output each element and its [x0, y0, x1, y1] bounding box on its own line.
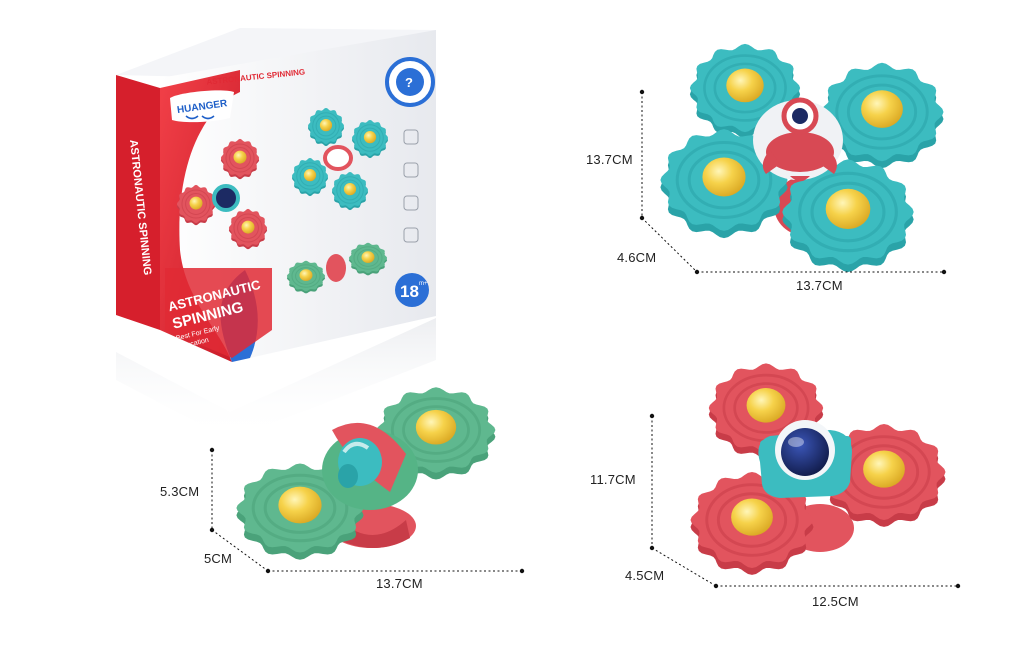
mint-width-label: 13.7CM	[376, 576, 423, 591]
svg-text:18: 18	[400, 282, 419, 301]
age-badge: 18 m+	[395, 273, 429, 307]
box-skill-icons	[403, 129, 419, 243]
mint-height-label: 5.3CM	[160, 484, 200, 499]
yellow-ball	[241, 220, 255, 234]
yellow-ball	[361, 251, 375, 263]
astronaut-hub-front	[758, 420, 852, 498]
brand-logo: HUANGER	[170, 90, 234, 123]
rocket-hub	[753, 97, 843, 181]
box-coral-gear	[176, 184, 216, 226]
coral-spinner	[690, 363, 946, 575]
teal-height-label: 13.7CM	[586, 152, 633, 167]
yellow-ball	[415, 409, 457, 445]
yellow-ball	[731, 498, 773, 536]
yellow-ball	[863, 450, 905, 488]
yellow-ball	[278, 486, 322, 524]
yellow-ball	[861, 90, 903, 128]
yellow-ball	[726, 68, 764, 103]
box-teal-gear	[332, 172, 368, 211]
mint-depth-label: 5CM	[204, 551, 233, 566]
yellow-ball	[363, 131, 377, 144]
yellow-ball	[319, 119, 333, 132]
astronaut-hub	[322, 422, 418, 510]
teal-depth-label: 4.6CM	[617, 250, 657, 265]
teal-spinner	[660, 43, 944, 272]
box-top	[116, 28, 436, 80]
mint-spinner	[236, 387, 496, 560]
yellow-ball	[746, 387, 786, 423]
teal-gear-top-right	[820, 62, 944, 169]
svg-text:?: ?	[405, 75, 413, 90]
yellow-ball	[825, 188, 871, 229]
box-toy-images	[176, 108, 388, 294]
product-box: HUANGER ASTRONAUTIC SPINNING ASTRONAUTIC…	[116, 28, 436, 440]
box-teal-gear	[308, 108, 344, 147]
box-coral-gear	[220, 138, 260, 180]
yellow-ball	[303, 169, 317, 182]
box-spine	[116, 75, 160, 330]
box-mint-gear	[348, 242, 388, 276]
box-teal-gear	[352, 120, 388, 159]
teal-gear-bottom-right	[782, 159, 914, 272]
box-mint-gear	[286, 260, 326, 294]
dimension-lines	[211, 92, 958, 587]
dimension-endpoints	[209, 89, 961, 589]
coral-depth-label: 4.5CM	[625, 568, 665, 583]
box-round-badge: ?	[385, 57, 435, 107]
yellow-ball	[299, 269, 313, 281]
teal-gear-bottom-left	[660, 129, 788, 239]
coral-width-label: 12.5CM	[812, 594, 859, 609]
teal-width-label: 13.7CM	[796, 278, 843, 293]
box-teal-gear	[292, 158, 328, 197]
yellow-ball	[343, 183, 357, 196]
svg-text:m+: m+	[419, 281, 428, 287]
yellow-ball	[233, 150, 247, 164]
coral-height-label: 11.7CM	[590, 472, 636, 487]
yellow-ball	[702, 157, 746, 197]
box-coral-gear	[228, 208, 268, 250]
yellow-ball	[189, 196, 203, 210]
